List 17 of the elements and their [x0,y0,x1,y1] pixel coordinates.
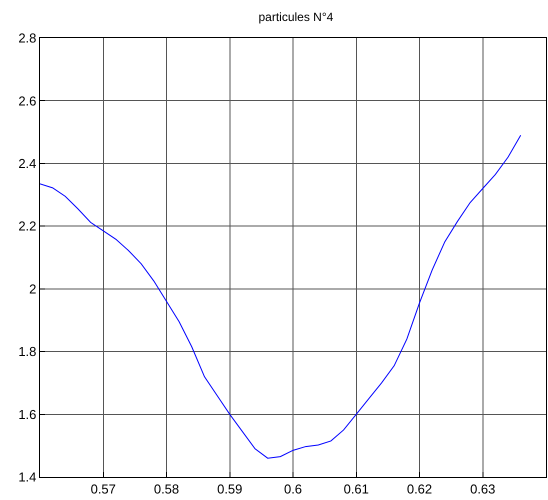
y-tick-label: 2 [29,281,36,296]
y-tick-label: 1.4 [18,470,36,485]
x-tick-label: 0.57 [90,482,116,497]
x-tick-label: 0.62 [406,482,432,497]
line-series [40,134,522,459]
y-tick-label: 2.8 [18,30,36,46]
y-tick-label: 1.8 [18,344,36,360]
x-tick-label: 0.59 [217,482,242,497]
x-tick-label: 0.61 [344,482,369,497]
y-tick-label: 1.6 [18,406,36,422]
x-tick-label: 0.6 [284,482,302,497]
y-tick-label: 2.6 [18,93,36,108]
chart-title: particules N°4 [258,10,334,24]
y-tick-label: 2.2 [18,218,36,234]
x-tick-label: 0.58 [154,482,180,497]
x-tick-label: 0.63 [470,482,496,497]
y-tick-label: 2.4 [18,156,36,171]
